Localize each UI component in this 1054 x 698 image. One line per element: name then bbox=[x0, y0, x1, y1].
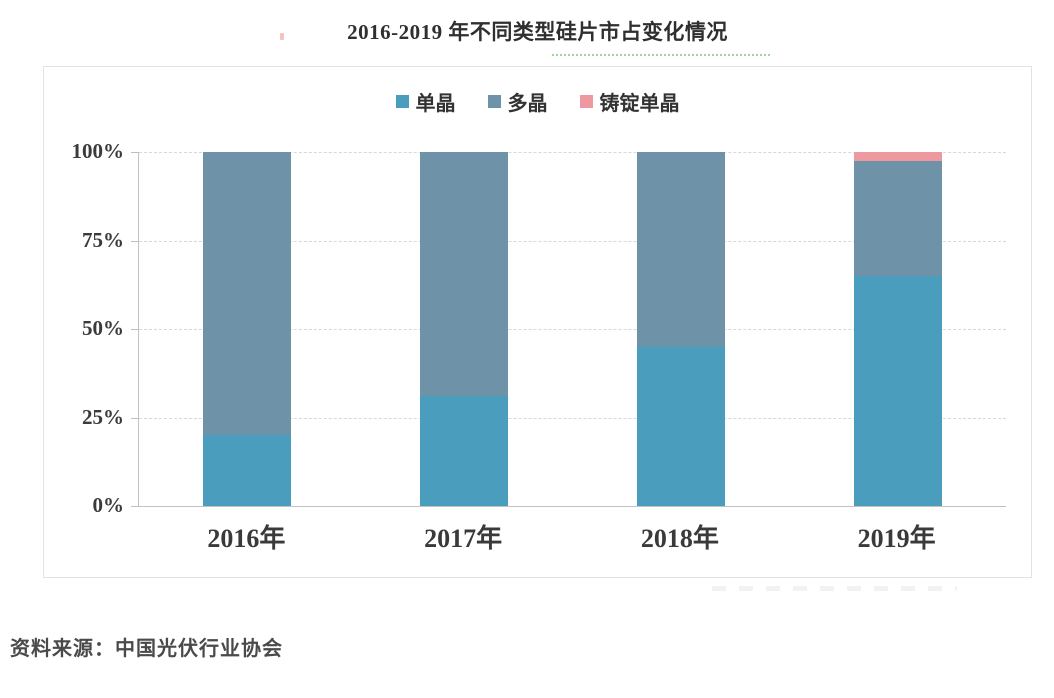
plot-area bbox=[131, 152, 1006, 507]
stacked-bar bbox=[636, 152, 725, 506]
chart-panel: 单晶 多晶 铸锭单晶 0% 25% 50% 75% 100% 2016年 2017年 2018年… bbox=[43, 66, 1032, 578]
stacked-bar bbox=[853, 152, 942, 506]
gridline-50 bbox=[139, 329, 1006, 330]
legend-swatch-icon bbox=[579, 95, 593, 108]
bar-segment-单晶 bbox=[420, 396, 509, 506]
bar-segment-多晶 bbox=[420, 152, 509, 397]
legend-label: 单晶 bbox=[415, 93, 456, 115]
legend-item-2: 铸锭单晶 bbox=[579, 87, 680, 116]
y-tick-label: 25% bbox=[82, 404, 124, 429]
y-axis-tickmark bbox=[131, 240, 139, 242]
spellcheck-underline bbox=[552, 51, 770, 56]
y-tick-label: 0% bbox=[92, 493, 125, 517]
x-axis-label: 2016年 bbox=[207, 524, 286, 553]
legend-swatch-icon bbox=[395, 95, 409, 108]
artifact-red-speck bbox=[280, 33, 284, 40]
source-line: 资料来源：中国光伏行业协会 bbox=[10, 638, 283, 660]
artifact-smudge bbox=[712, 586, 957, 591]
legend-label: 多晶 bbox=[507, 93, 548, 115]
bar-group-2019年 bbox=[789, 152, 1006, 506]
bar-segment-多晶 bbox=[853, 160, 942, 276]
x-axis-labels: 2016年 2017年 2018年 2019年 bbox=[138, 518, 1005, 555]
x-axis-label: 2019年 bbox=[857, 524, 936, 553]
bar-group-2017年 bbox=[356, 152, 573, 506]
y-tick-label: 100% bbox=[71, 139, 125, 163]
x-axis-label: 2017年 bbox=[424, 524, 503, 553]
bar-group-2016年 bbox=[139, 152, 356, 506]
bar-segment-铸锭单晶 bbox=[853, 152, 942, 161]
y-tick-label: 75% bbox=[82, 227, 124, 252]
y-axis-tickmark bbox=[131, 506, 139, 507]
bar-segment-多晶 bbox=[636, 152, 725, 347]
gridline-75 bbox=[139, 240, 1006, 242]
bar-group-2018年 bbox=[573, 152, 790, 506]
gridline-100 bbox=[139, 152, 1006, 153]
bar-segment-单晶 bbox=[203, 435, 292, 506]
legend-label: 铸锭单晶 bbox=[599, 93, 680, 115]
legend-item-0: 单晶 bbox=[395, 87, 456, 116]
x-axis-label: 2018年 bbox=[640, 524, 719, 553]
y-axis-tickmark bbox=[131, 417, 139, 419]
bar-segment-多晶 bbox=[203, 152, 292, 436]
legend-swatch-icon bbox=[487, 95, 501, 108]
gridline-25 bbox=[139, 417, 1006, 419]
gridlines bbox=[131, 152, 1006, 507]
y-axis-tickmark bbox=[131, 329, 139, 330]
bars-row bbox=[139, 152, 1006, 506]
y-axis-labels: 0% 25% 50% 75% 100% bbox=[44, 139, 125, 517]
bar-segment-单晶 bbox=[636, 346, 725, 506]
y-axis-tickmark bbox=[131, 152, 139, 153]
bar-segment-单晶 bbox=[853, 275, 942, 506]
chart-legend: 单晶 多晶 铸锭单晶 bbox=[44, 87, 1031, 116]
stacked-bar bbox=[203, 152, 292, 506]
chart-title: 2016-2019 年不同类型硅片市占变化情况 bbox=[347, 20, 728, 44]
y-tick-label: 50% bbox=[82, 316, 124, 340]
legend-item-1: 多晶 bbox=[487, 87, 548, 116]
stacked-bar bbox=[420, 152, 509, 506]
